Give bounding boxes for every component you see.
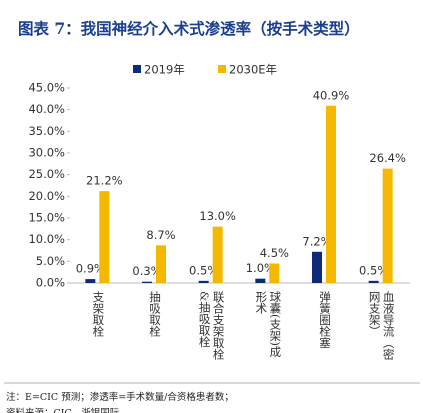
value-label: 26.4% bbox=[369, 151, 406, 165]
bar bbox=[85, 279, 96, 283]
x-tick-label: 血液导流（密网支架） bbox=[367, 291, 396, 360]
value-label: 0.5% bbox=[189, 263, 218, 277]
value-label: 8.7% bbox=[146, 228, 175, 242]
value-label: 0.5% bbox=[359, 263, 388, 277]
bar bbox=[326, 105, 336, 284]
y-tick-label: 5.0% bbox=[36, 254, 65, 268]
y-tick-label: 10.0% bbox=[28, 232, 65, 246]
y-tick-label: 25.0% bbox=[28, 167, 65, 181]
value-label: 0.3% bbox=[132, 264, 161, 278]
x-tick-label: 球囊(支架)成形术 bbox=[254, 291, 283, 358]
legend-swatch bbox=[133, 65, 141, 73]
value-label: 13.0% bbox=[199, 209, 236, 223]
bar bbox=[368, 280, 379, 283]
value-label: 4.5% bbox=[260, 246, 289, 260]
x-tick-label: 支架取栓 bbox=[91, 291, 106, 337]
bar bbox=[212, 226, 223, 283]
x-tick-label: 联合支架取栓&抽吸取栓 bbox=[197, 291, 226, 360]
chart-title: 图表 7：我国神经介入术式渗透率（按手术类型） bbox=[18, 19, 360, 38]
legend-label: 2019年 bbox=[144, 63, 185, 77]
y-tick-label: 45.0% bbox=[28, 81, 65, 95]
bar bbox=[99, 191, 110, 283]
bar bbox=[382, 168, 393, 283]
y-tick-label: 15.0% bbox=[28, 211, 65, 225]
legend-label: 2030E年 bbox=[229, 63, 277, 77]
value-label: 1.0% bbox=[246, 261, 275, 275]
y-tick-label: 0.0% bbox=[36, 276, 65, 290]
value-label: 21.2% bbox=[86, 174, 123, 188]
footer-source: 资料来源：CIC，浙银国际 bbox=[6, 405, 119, 413]
x-tick-label: 弹簧圈栓塞 bbox=[318, 291, 332, 349]
bar bbox=[312, 251, 322, 283]
legend-swatch bbox=[218, 65, 226, 73]
bar bbox=[255, 278, 266, 283]
y-tick-label: 40.0% bbox=[28, 102, 65, 116]
bar bbox=[269, 263, 280, 283]
bar bbox=[156, 245, 166, 283]
bar bbox=[142, 281, 152, 283]
x-tick-label: 抽吸取栓 bbox=[148, 291, 162, 337]
y-tick-label: 20.0% bbox=[28, 189, 65, 203]
y-tick-label: 35.0% bbox=[28, 124, 65, 138]
value-label: 40.9% bbox=[313, 88, 350, 102]
y-tick-label: 30.0% bbox=[28, 146, 65, 160]
bar bbox=[198, 280, 209, 283]
value-label: 0.9% bbox=[76, 262, 105, 276]
footer-note: 注：E=CIC 预测；渗透率=手术数量/合资格患者数； bbox=[6, 392, 234, 403]
value-label: 7.2% bbox=[302, 234, 331, 248]
